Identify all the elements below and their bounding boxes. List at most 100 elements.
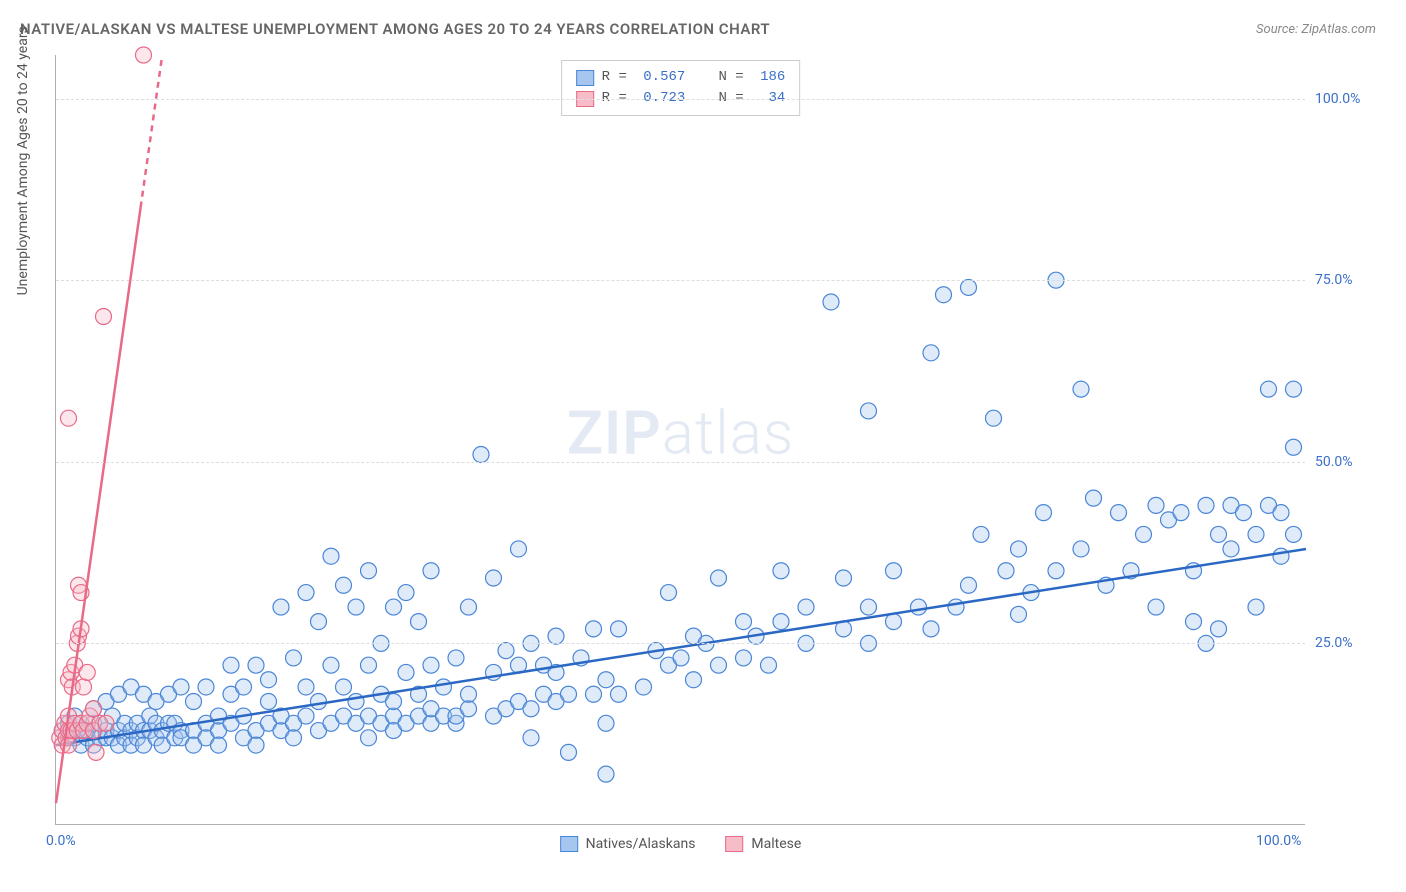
y-axis-title: Unemployment Among Ages 20 to 24 years [15,26,31,295]
scatter-point [298,585,314,601]
scatter-point [961,279,977,295]
scatter-point [411,614,427,630]
scatter-point [1211,621,1227,637]
scatter-point [986,410,1002,426]
scatter-point [361,730,377,746]
scatter-point [586,686,602,702]
bottom-legend: Natives/Alaskans Maltese [560,836,802,852]
scatter-point [1273,505,1289,521]
scatter-point [736,650,752,666]
plot-svg [56,55,1305,824]
scatter-point [1286,526,1302,542]
legend-swatch [560,836,578,852]
scatter-point [336,577,352,593]
scatter-point [398,664,414,680]
scatter-point [286,730,302,746]
x-tick-label: 100.0% [1256,833,1301,849]
scatter-point [298,679,314,695]
scatter-point [436,679,452,695]
x-tick-label: 0.0% [46,833,76,849]
scatter-point [1223,541,1239,557]
stat-r-value: 0.567 [643,67,685,88]
gridline [56,280,1305,281]
scatter-point [486,570,502,586]
scatter-point [761,657,777,673]
scatter-point [223,657,239,673]
scatter-point [1148,599,1164,615]
scatter-point [1011,606,1027,622]
scatter-point [861,403,877,419]
scatter-point [261,694,277,710]
gridline [56,99,1305,100]
scatter-point [461,701,477,717]
scatter-point [598,766,614,782]
scatter-point [711,570,727,586]
y-tick-label: 50.0% [1315,454,1385,470]
scatter-point [423,657,439,673]
scatter-point [1273,548,1289,564]
scatter-point [136,47,152,63]
legend-swatch [725,836,743,852]
scatter-point [311,614,327,630]
stats-row: R = 0.567 N = 186 [576,67,786,88]
scatter-point [1073,541,1089,557]
scatter-point [736,614,752,630]
scatter-point [423,563,439,579]
scatter-point [1248,599,1264,615]
chart-title: NATIVE/ALASKAN VS MALTESE UNEMPLOYMENT A… [20,20,770,38]
scatter-point [79,664,95,680]
scatter-point [1286,439,1302,455]
scatter-point [386,599,402,615]
scatter-point [636,679,652,695]
scatter-point [973,526,989,542]
scatter-point [561,744,577,760]
scatter-point [261,672,277,688]
y-tick-label: 75.0% [1315,272,1385,288]
scatter-point [548,628,564,644]
legend-label: Maltese [751,836,801,852]
scatter-point [1248,526,1264,542]
scatter-point [1048,563,1064,579]
legend-item: Natives/Alaskans [560,836,696,852]
scatter-point [98,715,114,731]
scatter-point [823,294,839,310]
scatter-point [198,679,214,695]
scatter-point [923,621,939,637]
scatter-point [911,599,927,615]
scatter-point [561,686,577,702]
scatter-point [473,447,489,463]
scatter-point [96,309,112,325]
scatter-point [348,599,364,615]
gridline [56,462,1305,463]
scatter-point [598,715,614,731]
scatter-point [1198,497,1214,513]
scatter-point [773,563,789,579]
scatter-point [611,686,627,702]
scatter-point [298,708,314,724]
scatter-point [273,599,289,615]
scatter-point [711,657,727,673]
scatter-point [1073,381,1089,397]
stat-n-label: N = [693,67,752,88]
scatter-point [936,287,952,303]
scatter-point [1236,505,1252,521]
scatter-point [661,585,677,601]
scatter-point [586,621,602,637]
scatter-point [961,577,977,593]
scatter-point [948,599,964,615]
scatter-point [1148,497,1164,513]
scatter-point [1173,505,1189,521]
stat-r-label: R = [602,67,636,88]
scatter-point [1286,381,1302,397]
scatter-point [211,737,227,753]
trend-line [56,549,1306,745]
scatter-point [448,650,464,666]
scatter-point [461,686,477,702]
scatter-point [611,621,627,637]
scatter-point [523,701,539,717]
scatter-point [773,614,789,630]
scatter-point [236,679,252,695]
scatter-point [673,650,689,666]
gridline [56,643,1305,644]
scatter-point [461,599,477,615]
